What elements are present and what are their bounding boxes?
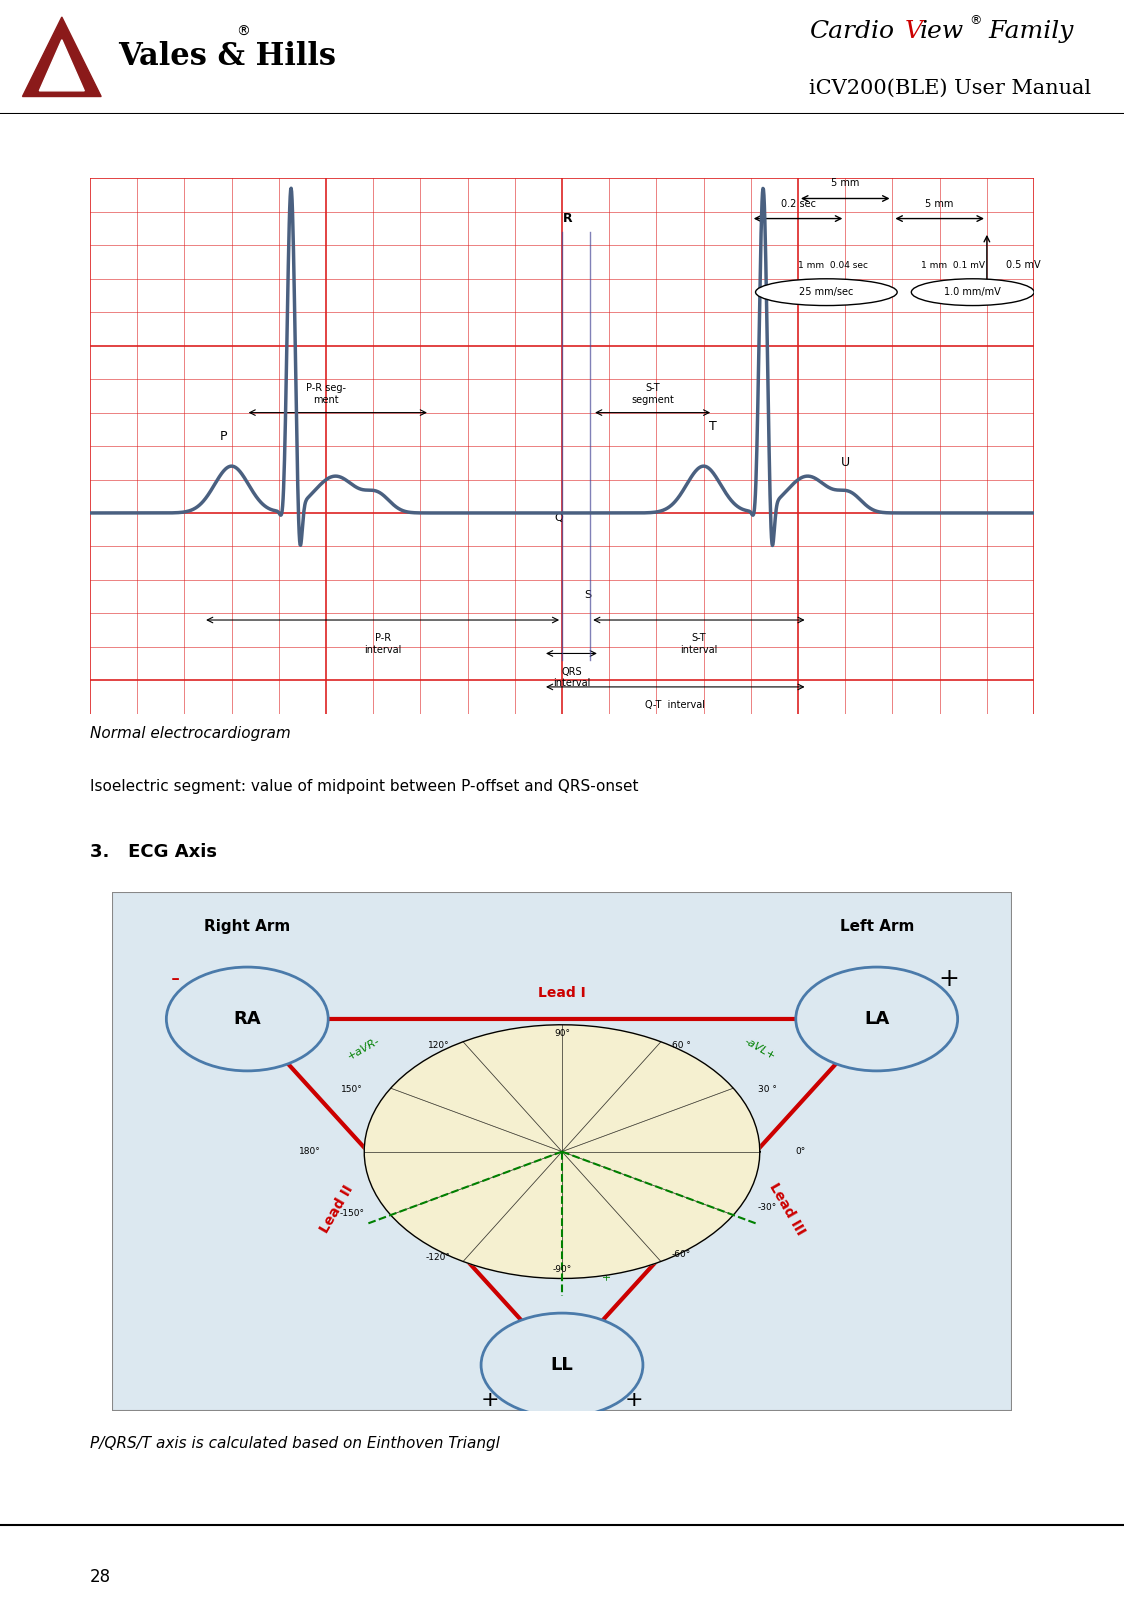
Text: 0.2 sec: 0.2 sec (780, 198, 816, 209)
Circle shape (481, 1314, 643, 1418)
Text: -120°: -120° (426, 1252, 451, 1262)
Text: P: P (220, 430, 228, 443)
Text: -aVL+: -aVL+ (743, 1035, 777, 1061)
Text: 28: 28 (90, 1567, 111, 1586)
Text: Lead III: Lead III (767, 1181, 807, 1238)
Text: 3.   ECG Axis: 3. ECG Axis (90, 842, 217, 861)
Text: Vales & Hills: Vales & Hills (118, 41, 336, 73)
Text: Q-T  interval: Q-T interval (645, 701, 705, 710)
Text: Q: Q (555, 513, 563, 522)
Polygon shape (364, 1025, 760, 1278)
Text: 1.0 mm/mV: 1.0 mm/mV (944, 287, 1001, 297)
Circle shape (166, 967, 328, 1071)
Text: Cardio: Cardio (809, 21, 895, 44)
Text: 90°: 90° (554, 1028, 570, 1038)
Text: Left Arm: Left Arm (840, 920, 914, 934)
Text: QRS
interval: QRS interval (553, 667, 590, 688)
Text: Normal electrocardiogram: Normal electrocardiogram (90, 727, 291, 741)
Text: +: + (481, 1390, 499, 1410)
Text: 25 mm/sec: 25 mm/sec (799, 287, 853, 297)
Text: 120°: 120° (427, 1041, 450, 1051)
Circle shape (796, 967, 958, 1071)
Text: iCV200(BLE) User Manual: iCV200(BLE) User Manual (809, 79, 1091, 97)
Text: 60 °: 60 ° (672, 1041, 690, 1051)
Ellipse shape (912, 279, 1034, 305)
Text: ®: ® (969, 13, 981, 26)
Text: R: R (563, 212, 572, 225)
Polygon shape (22, 16, 101, 97)
Text: +: + (625, 1390, 643, 1410)
Text: ®: ® (236, 24, 250, 39)
Text: 0°: 0° (795, 1147, 806, 1156)
Text: RA: RA (234, 1011, 261, 1028)
FancyBboxPatch shape (112, 892, 1012, 1411)
Text: 180°: 180° (299, 1147, 321, 1156)
Text: -90°: -90° (552, 1265, 572, 1275)
Text: Right Arm: Right Arm (205, 920, 290, 934)
Text: Isoelectric segment: value of midpoint between P-offset and QRS-onset: Isoelectric segment: value of midpoint b… (90, 779, 638, 795)
Text: P/QRS/T axis is calculated based on Einthoven Triangl: P/QRS/T axis is calculated based on Eint… (90, 1435, 500, 1452)
Text: 150°: 150° (342, 1085, 363, 1095)
Text: LA: LA (864, 1011, 889, 1028)
Text: V: V (905, 21, 923, 44)
Text: +aVR-: +aVR- (346, 1035, 382, 1061)
Text: 5 mm: 5 mm (831, 178, 860, 188)
Text: Family: Family (981, 21, 1073, 44)
Text: -150°: -150° (339, 1208, 364, 1218)
Text: S-T
interval: S-T interval (680, 633, 717, 655)
Text: 0.5 mV: 0.5 mV (1006, 261, 1041, 271)
Text: LL: LL (551, 1356, 573, 1374)
Text: U: U (841, 456, 850, 469)
Text: Lead I: Lead I (538, 986, 586, 1001)
Text: P-R seg-
ment: P-R seg- ment (306, 383, 346, 404)
Text: -60°: -60° (671, 1251, 691, 1259)
Text: -30°: -30° (758, 1204, 777, 1212)
Text: 1 mm  0.1 mV: 1 mm 0.1 mV (921, 261, 985, 269)
Text: +: + (939, 967, 959, 991)
Text: P-R
interval: P-R interval (364, 633, 401, 655)
Text: 5 mm: 5 mm (925, 198, 954, 209)
Text: 30 °: 30 ° (758, 1085, 777, 1095)
Text: 1 mm  0.04 sec: 1 mm 0.04 sec (798, 261, 868, 269)
Text: Lead II: Lead II (318, 1182, 356, 1236)
Text: T: T (709, 420, 717, 433)
Text: +aVF-: +aVF- (602, 1247, 611, 1280)
Text: S: S (584, 590, 591, 600)
Text: -: - (171, 967, 180, 991)
Text: iew: iew (919, 21, 963, 44)
Ellipse shape (755, 279, 897, 305)
Polygon shape (39, 39, 84, 91)
Text: S-T
segment: S-T segment (632, 383, 674, 404)
